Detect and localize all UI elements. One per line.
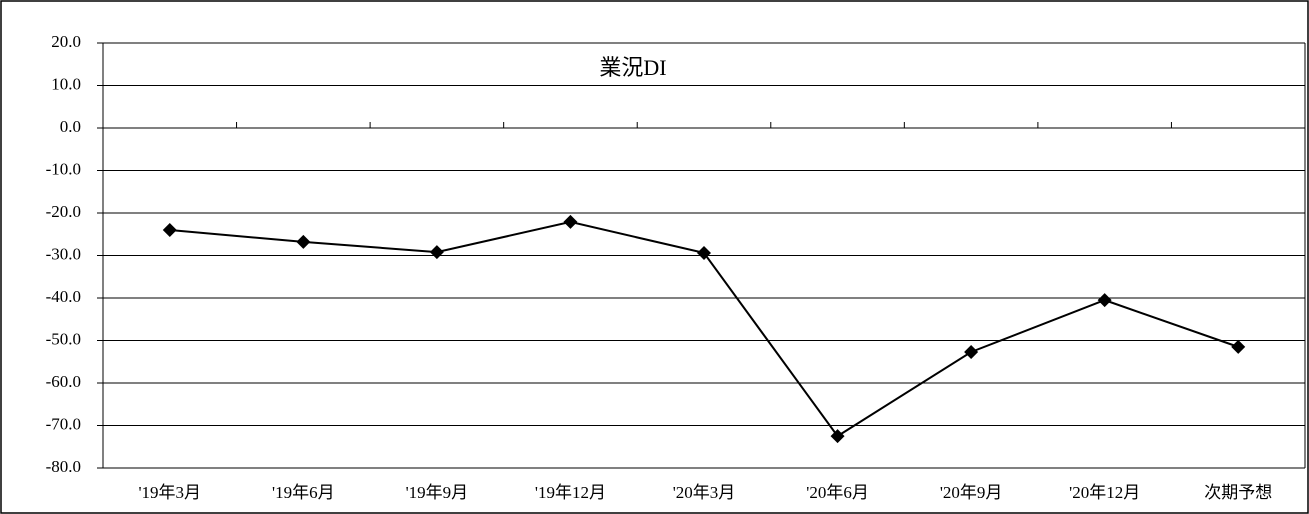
chart-title: 業況DI <box>599 55 666 80</box>
y-tick-label: -30.0 <box>46 244 81 263</box>
y-tick-label: 0.0 <box>60 117 81 136</box>
y-tick-label: -20.0 <box>46 202 81 221</box>
y-tick-label: 10.0 <box>51 74 81 93</box>
x-tick-label: 次期予想 <box>1204 483 1272 502</box>
x-tick-label: '19年9月 <box>406 483 469 502</box>
y-tick-label: -70.0 <box>46 414 81 433</box>
x-tick-label: '19年12月 <box>535 483 606 502</box>
y-tick-label: -40.0 <box>46 287 81 306</box>
data-point <box>162 223 177 237</box>
x-tick-label: '20年6月 <box>806 483 869 502</box>
data-point <box>563 214 578 229</box>
x-tick-label: '20年12月 <box>1069 483 1140 502</box>
data-point <box>1097 293 1112 308</box>
x-tick-label: '19年3月 <box>138 483 201 502</box>
data-point <box>830 429 845 444</box>
y-tick-label: -60.0 <box>46 372 81 391</box>
data-point <box>429 245 444 260</box>
y-tick-label: -10.0 <box>46 159 81 178</box>
x-tick-label: '19年6月 <box>272 483 335 502</box>
data-point <box>296 234 311 249</box>
y-tick-label: 20.0 <box>51 32 81 51</box>
data-point <box>964 344 979 359</box>
x-tick-label: '20年9月 <box>940 483 1003 502</box>
x-tick-label: '20年3月 <box>673 483 736 502</box>
data-point <box>697 245 711 260</box>
y-tick-label: -80.0 <box>46 457 81 476</box>
y-tick-label: -50.0 <box>46 329 81 348</box>
data-point <box>1231 339 1246 354</box>
